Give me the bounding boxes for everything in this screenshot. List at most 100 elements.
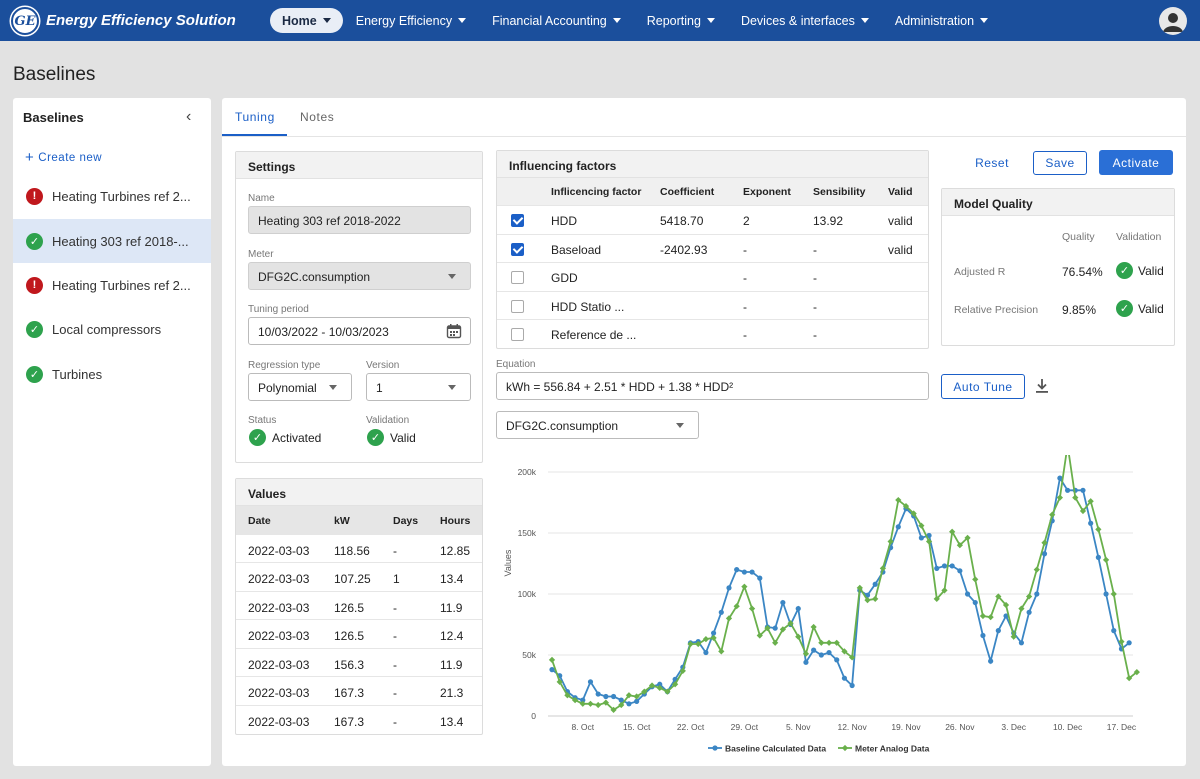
- chart-series-select[interactable]: DFG2C.consumption: [496, 411, 699, 439]
- data-point: [1056, 494, 1064, 501]
- nav-financial-accounting[interactable]: Financial Accounting: [480, 8, 633, 33]
- data-point: [1103, 591, 1109, 597]
- x-tick-label: 26. Nov: [945, 722, 975, 732]
- data-point: [964, 591, 971, 597]
- download-icon[interactable]: [1034, 378, 1050, 394]
- calendar-icon[interactable]: [446, 323, 462, 339]
- factor-checkbox[interactable]: [511, 271, 524, 285]
- table-header-row: Inflicencing factor Coefficient Exponent…: [497, 178, 928, 206]
- values-table: Date kW Days Hours 2022-03-03 118.56 - 12.8…: [236, 506, 482, 734]
- table-row[interactable]: 2022-03-03 167.3 - 13.4: [236, 706, 482, 735]
- table-row[interactable]: 2022-03-03 107.25 1 13.4: [236, 563, 482, 592]
- chevron-down-icon: [322, 18, 331, 23]
- nav-label: Administration: [894, 13, 975, 28]
- cell-hours: 13.4: [440, 572, 464, 586]
- data-point: [1133, 668, 1140, 676]
- data-point: [834, 657, 840, 663]
- baseline-item[interactable]: ✓ Local compressors: [13, 307, 211, 351]
- factor-checkbox[interactable]: [511, 328, 524, 342]
- save-button[interactable]: Save: [1033, 151, 1087, 175]
- data-point: [579, 700, 586, 707]
- table-row: Reference de ... - -: [497, 320, 928, 349]
- data-point: [1088, 520, 1094, 526]
- data-point: [549, 667, 555, 673]
- nav-energy-efficiency[interactable]: Energy Efficiency: [344, 8, 478, 33]
- table-row: Baseload -2402.93 - - valid: [497, 235, 928, 264]
- factor-checkbox[interactable]: [511, 299, 524, 313]
- data-point: [757, 575, 763, 581]
- ge-logo-icon[interactable]: GE: [11, 7, 39, 35]
- nav-home[interactable]: Home: [270, 8, 343, 33]
- table-row[interactable]: 2022-03-03 167.3 - 21.3: [236, 677, 482, 706]
- table-row[interactable]: 2022-03-03 156.3 - 11.9: [236, 649, 482, 677]
- cell-kw: 156.3: [334, 657, 365, 672]
- table-row[interactable]: 2022-03-03 126.5 - 12.4: [236, 620, 482, 649]
- data-point: [803, 659, 809, 665]
- cell-kw: 167.3: [334, 686, 365, 700]
- validation-value: Valid: [1138, 301, 1164, 316]
- data-point: [1080, 487, 1086, 493]
- chevron-down-icon: [706, 18, 715, 23]
- data-point: [741, 583, 748, 590]
- nav-administration[interactable]: Administration: [883, 8, 1000, 33]
- y-axis-ticks: 0 50k 100k 150k 200k: [518, 467, 537, 721]
- auto-tune-button[interactable]: Auto Tune: [941, 374, 1025, 399]
- equation-input[interactable]: kWh = 556.84 + 2.51 * HDD + 1.38 * HDD²: [496, 372, 929, 400]
- chevron-down-icon: [329, 385, 337, 390]
- activate-button[interactable]: Activate: [1099, 150, 1173, 175]
- user-avatar-icon[interactable]: [1159, 7, 1187, 35]
- table-row: HDD 5418.70 2 13.92 valid: [497, 206, 928, 235]
- version-value: 1: [376, 381, 383, 395]
- version-select[interactable]: 1: [366, 373, 471, 401]
- cell-hours: 12.85: [440, 543, 471, 558]
- factor-checkbox[interactable]: [511, 242, 524, 256]
- error-icon: !: [26, 187, 43, 205]
- data-point: [810, 623, 817, 631]
- influencing-factors-card: Influencing factors Inflicencing factor …: [496, 150, 929, 349]
- factor-checkbox[interactable]: [511, 214, 524, 227]
- cell-days: -: [393, 600, 397, 615]
- nav-devices-interfaces[interactable]: Devices & interfaces: [729, 8, 881, 33]
- chevron-left-icon[interactable]: ‹: [186, 108, 192, 125]
- tuning-period-input[interactable]: 10/03/2022 - 10/03/2023: [248, 317, 471, 345]
- data-point: [872, 595, 879, 602]
- data-point: [718, 609, 724, 615]
- data-point: [725, 615, 733, 622]
- relative-precision-validation: ✓ Valid: [1116, 300, 1164, 317]
- cell-date: 2022-03-03: [248, 600, 310, 615]
- validation-badge: ✓ Valid: [367, 429, 416, 446]
- baseline-item-label: Heating Turbines ref 2...: [52, 188, 191, 204]
- reset-button[interactable]: Reset: [975, 156, 1009, 170]
- tab-tuning[interactable]: Tuning: [235, 110, 275, 124]
- table-row[interactable]: 2022-03-03 118.56 - 12.85: [236, 535, 482, 563]
- legend-marker: [712, 745, 718, 751]
- cell-date: 2022-03-03: [248, 543, 310, 558]
- baseline-item[interactable]: ! Heating Turbines ref 2...: [13, 263, 211, 307]
- plus-icon: +: [25, 149, 35, 166]
- tab-notes[interactable]: Notes: [300, 110, 335, 124]
- check-circle-icon: ✓: [1116, 262, 1133, 279]
- meter-select[interactable]: DFG2C.consumption: [248, 262, 471, 290]
- check-circle-icon: ✓: [367, 429, 384, 446]
- baseline-item[interactable]: ✓ Turbines: [13, 352, 211, 396]
- nav-reporting[interactable]: Reporting: [635, 8, 727, 33]
- baseline-item[interactable]: ! Heating Turbines ref 2...: [13, 174, 211, 218]
- regression-type-select[interactable]: Polynomial: [248, 373, 352, 401]
- data-point: [1079, 507, 1087, 515]
- line-chart-svg: 0 50k 100k 150k 200k 8. Oct 15. Oct 22. Oct 29.…: [503, 442, 1140, 754]
- table-row[interactable]: 2022-03-03 126.5 - 11.9: [236, 592, 482, 620]
- cell-exponent: -: [743, 271, 747, 286]
- cell-valid: valid: [888, 242, 913, 257]
- data-point: [1102, 556, 1110, 563]
- cell-days: 1: [393, 572, 400, 586]
- y-tick-label: 150k: [518, 528, 537, 538]
- data-point: [795, 606, 801, 612]
- baseline-item[interactable]: ✓ Heating 303 ref 2018-...: [13, 219, 211, 263]
- column-header: Date: [248, 515, 271, 527]
- y-tick-label: 100k: [518, 589, 537, 599]
- tuning-period-value: 10/03/2022 - 10/03/2023: [258, 325, 389, 339]
- create-new-button[interactable]: + Create new: [25, 148, 102, 166]
- data-point: [595, 691, 601, 697]
- baseline-detail-panel: Tuning Notes Settings Name Heating 303 r…: [222, 98, 1186, 766]
- cell-hours: 13.4: [440, 714, 464, 729]
